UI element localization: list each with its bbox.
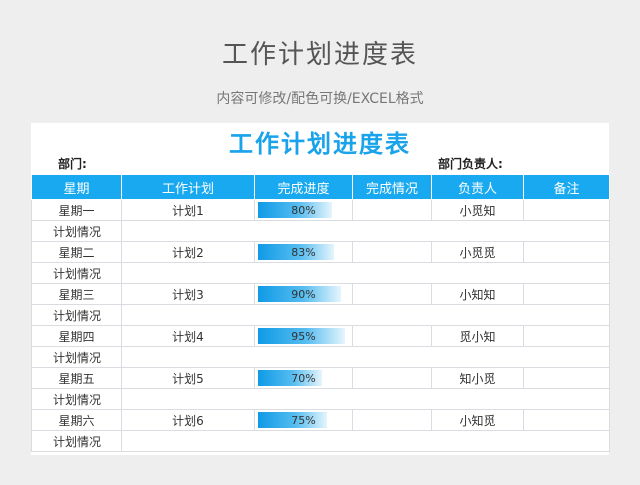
cell-plan-status-label: 计划情况 — [31, 346, 122, 368]
progress-bar — [258, 244, 334, 260]
cell-plan-status-value — [121, 430, 610, 452]
cell-note — [523, 199, 610, 221]
cell-note — [523, 325, 610, 347]
progress-text: 75% — [291, 414, 316, 427]
cell-plan-status-value — [121, 388, 610, 410]
table-subrow: 计划情况 — [31, 388, 610, 410]
cell-note — [523, 367, 610, 389]
cell-note — [523, 409, 610, 431]
cell-day: 星期三 — [31, 283, 122, 305]
page-title: 工作计划进度表 — [221, 40, 418, 70]
cell-status — [352, 241, 432, 263]
cell-progress: 90% — [254, 283, 353, 305]
table-row: 星期一 计划1 80% 小觅知 — [31, 199, 610, 221]
progress-text: 80% — [291, 204, 316, 217]
cell-owner: 小觅知 — [431, 199, 524, 221]
cell-plan: 计划4 — [121, 325, 255, 347]
table-row: 星期六 计划6 75% 小知觅 — [31, 409, 610, 431]
cell-status — [352, 367, 432, 389]
progress-text: 83% — [291, 246, 316, 259]
table-subrow: 计划情况 — [31, 346, 610, 368]
column-header-day: 星期 — [31, 174, 122, 200]
cell-progress: 83% — [254, 241, 353, 263]
cell-progress: 95% — [254, 325, 353, 347]
progress-text: 95% — [291, 330, 316, 343]
column-header-status: 完成情况 — [352, 174, 432, 200]
cell-status — [352, 199, 432, 221]
progress-text: 90% — [291, 288, 316, 301]
page-subtitle: 内容可修改/配色可换/EXCEL格式 — [216, 91, 424, 107]
table-row: 星期五 计划5 70% 知小觅 — [31, 367, 610, 389]
table-subrow: 计划情况 — [31, 262, 610, 284]
progress-text: 70% — [291, 372, 316, 385]
cell-owner: 小觅觅 — [431, 241, 524, 263]
cell-owner: 知小觅 — [431, 367, 524, 389]
cell-owner: 小知觅 — [431, 409, 524, 431]
cell-plan-status-value — [121, 220, 610, 242]
cell-status — [352, 325, 432, 347]
cell-plan: 计划1 — [121, 199, 255, 221]
table-subrow: 计划情况 — [31, 304, 610, 326]
cell-owner: 小知知 — [431, 283, 524, 305]
cell-plan-status-label: 计划情况 — [31, 262, 122, 284]
progress-bar — [258, 412, 327, 428]
cell-plan: 计划3 — [121, 283, 255, 305]
cell-plan-status-label: 计划情况 — [31, 304, 122, 326]
cell-progress: 80% — [254, 199, 353, 221]
column-header-plan: 工作计划 — [121, 174, 255, 200]
cell-day: 星期二 — [31, 241, 122, 263]
cell-plan-status-label: 计划情况 — [31, 220, 122, 242]
department-label: 部门: — [58, 157, 87, 171]
table-row: 星期三 计划3 90% 小知知 — [31, 283, 610, 305]
cell-progress: 75% — [254, 409, 353, 431]
cell-plan: 计划6 — [121, 409, 255, 431]
cell-day: 星期五 — [31, 367, 122, 389]
cell-plan: 计划2 — [121, 241, 255, 263]
column-header-note: 备注 — [523, 174, 610, 200]
cell-note — [523, 241, 610, 263]
column-header-progress: 完成进度 — [254, 174, 353, 200]
progress-bar — [258, 202, 332, 218]
progress-bar — [258, 370, 322, 386]
column-header-owner: 负责人 — [431, 174, 524, 200]
table-subrow: 计划情况 — [31, 430, 610, 452]
cell-status — [352, 409, 432, 431]
cell-day: 星期四 — [31, 325, 122, 347]
cell-plan-status-value — [121, 346, 610, 368]
progress-bar — [258, 328, 345, 344]
table-header-row: 星期 工作计划 完成进度 完成情况 负责人 备注 — [31, 174, 610, 200]
cell-status — [352, 283, 432, 305]
spreadsheet-preview: 工作计划进度表 部门: 部门负责人: 星期 工作计划 完成进度 完成情况 负责人… — [31, 123, 610, 455]
cell-plan-status-value — [121, 262, 610, 284]
sheet-title: 工作计划进度表 — [229, 130, 411, 158]
cell-note — [523, 283, 610, 305]
table-subrow: 计划情况 — [31, 220, 610, 242]
progress-table: 星期 工作计划 完成进度 完成情况 负责人 备注 星期一 计划1 80% 小觅知计划情… — [31, 174, 610, 452]
table-body: 星期一 计划1 80% 小觅知 计划情况 星期二 计划2 83% 小觅觅 计划情况 星期三 计划3 90… — [31, 199, 610, 452]
table-row: 星期四 计划4 95% 觅小知 — [31, 325, 610, 347]
cell-progress: 70% — [254, 367, 353, 389]
table-row: 星期二 计划2 83% 小觅觅 — [31, 241, 610, 263]
cell-plan: 计划5 — [121, 367, 255, 389]
cell-plan-status-label: 计划情况 — [31, 388, 122, 410]
cell-day: 星期六 — [31, 409, 122, 431]
department-owner-label: 部门负责人: — [438, 157, 503, 171]
cell-owner: 觅小知 — [431, 325, 524, 347]
progress-bar — [258, 286, 341, 302]
cell-plan-status-label: 计划情况 — [31, 430, 122, 452]
cell-plan-status-value — [121, 304, 610, 326]
cell-day: 星期一 — [31, 199, 122, 221]
